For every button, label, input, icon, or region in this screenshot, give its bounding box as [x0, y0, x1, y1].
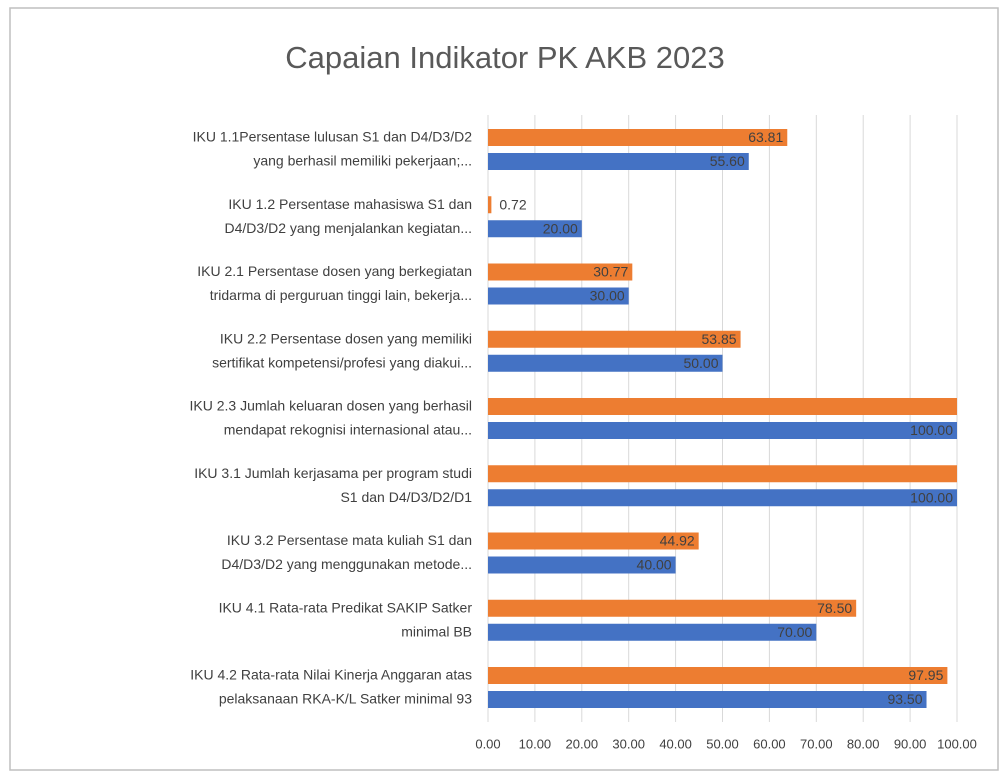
x-tick-label: 10.00: [519, 736, 552, 751]
bar: [488, 422, 957, 439]
bar: [488, 489, 957, 507]
bar: [488, 153, 749, 170]
value-label: 53.85: [702, 331, 737, 347]
bar: [488, 599, 857, 617]
category-label: IKU 4.1 Rata-rata Predikat SAKIP Satker: [219, 599, 473, 615]
value-label: 30.00: [590, 288, 625, 304]
value-label: 97.95: [908, 667, 943, 683]
value-label: 70.00: [777, 624, 812, 640]
category-label: IKU 3.2 Persentase mata kuliah S1 dan: [227, 532, 472, 548]
value-label: 78.50: [817, 600, 852, 616]
category-label: IKU 2.3 Jumlah keluaran dosen yang berha…: [189, 398, 472, 414]
bar: [488, 465, 957, 483]
value-label: 0.72: [499, 196, 526, 212]
x-tick-label: 80.00: [847, 736, 880, 751]
x-tick-label: 90.00: [894, 736, 927, 751]
category-label: S1 dan D4/D3/D2/D1: [340, 489, 472, 505]
x-tick-label: 40.00: [659, 736, 692, 751]
category-label: yang berhasil memiliki pekerjaan;...: [253, 153, 472, 169]
category-label: pelaksanaan RKA-K/L Satker minimal 93: [219, 691, 472, 707]
bar: [488, 287, 629, 305]
value-label: 93.50: [887, 691, 922, 707]
bar: [488, 129, 788, 146]
category-label: IKU 2.1 Persentase dosen yang berkegiata…: [197, 263, 472, 279]
category-label: D4/D3/D2 yang menggunakan metode...: [221, 556, 472, 572]
category-label: tridarma di perguruan tinggi lain, beker…: [210, 287, 472, 303]
bar: [488, 398, 957, 415]
bar: [488, 532, 699, 550]
category-label: minimal BB: [401, 623, 472, 639]
bar: [488, 623, 817, 641]
category-label: D4/D3/D2 yang menjalankan kegiatan...: [225, 220, 472, 236]
category-label: sertifikat kompetensi/profesi yang diaku…: [212, 354, 472, 370]
category-label: IKU 3.1 Jumlah kerjasama per program stu…: [194, 465, 472, 481]
category-label: IKU 2.2 Persentase dosen yang memiliki: [220, 330, 472, 346]
category-label: IKU 1.1Persentase lulusan S1 dan D4/D3/D…: [193, 129, 473, 145]
category-label: IKU 1.2 Persentase mahasiswa S1 dan: [228, 196, 472, 212]
category-label: IKU 4.2 Rata-rata Nilai Kinerja Anggaran…: [190, 667, 472, 683]
bar: [488, 691, 927, 708]
bar: [488, 354, 723, 372]
chart-frame: [9, 7, 999, 771]
value-label: 40.00: [637, 557, 672, 573]
value-label: 50.00: [683, 355, 718, 371]
bar: [488, 330, 741, 348]
chart-title: Capaian Indikator PK AKB 2023: [285, 40, 724, 75]
x-tick-label: 30.00: [612, 736, 645, 751]
value-label: 30.77: [593, 264, 628, 280]
x-tick-label: 20.00: [566, 736, 599, 751]
bar: [488, 556, 676, 574]
x-tick-label: 60.00: [753, 736, 786, 751]
bar: [488, 220, 582, 238]
x-tick-label: 100.00: [937, 736, 977, 751]
bar: [488, 667, 948, 684]
category-label: mendapat rekognisi internasional atau...: [224, 422, 472, 438]
bar: [488, 263, 633, 281]
value-label: 100.00: [910, 489, 953, 505]
value-label: 100.00: [910, 422, 953, 438]
x-tick-label: 70.00: [800, 736, 833, 751]
x-tick-label: 50.00: [706, 736, 739, 751]
value-label: 63.81: [748, 129, 783, 145]
value-label: 20.00: [543, 220, 578, 236]
bar: [488, 196, 492, 214]
x-tick-label: 0.00: [475, 736, 500, 751]
value-label: 44.92: [660, 533, 695, 549]
value-label: 55.60: [710, 153, 745, 169]
